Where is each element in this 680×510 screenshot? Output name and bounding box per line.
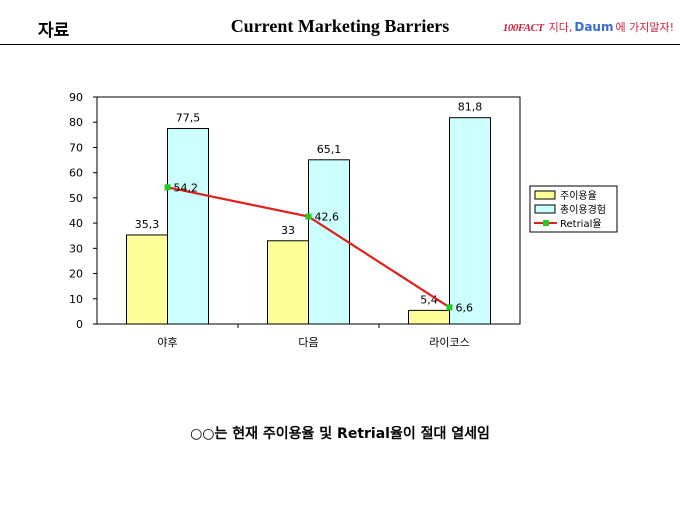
y-tick-label: 30 <box>69 242 83 255</box>
y-tick-label: 0 <box>76 318 83 331</box>
line-marker <box>446 304 453 311</box>
x-tick-label: 야후 <box>157 336 177 349</box>
line-data-label: 42,6 <box>315 211 340 224</box>
legend-swatch <box>534 204 556 214</box>
line-data-label: 54,2 <box>174 181 199 194</box>
slide-header: 자료 Current Marketing Barriers 100FACT 지다… <box>0 0 680 45</box>
legend-label: 주이용율 <box>560 190 597 202</box>
x-tick-label: 다음 <box>298 336 318 349</box>
bar-data-label: 35,3 <box>135 218 160 231</box>
brand-logo-text: 100FACT <box>502 22 544 34</box>
bar-line-chart: 0 10 20 30 40 50 60 70 80 90 야후 다음 라이코스 35,3 77,5 33 65,… <box>69 91 618 349</box>
bar <box>167 128 209 325</box>
legend-label: 총이용경험 <box>560 203 606 216</box>
bar-data-label: 77,5 <box>176 112 201 125</box>
line-marker <box>164 184 171 191</box>
section-label: 자료 <box>38 21 70 41</box>
bar-data-label: 33 <box>281 224 295 237</box>
line-marker <box>305 213 312 220</box>
chart-footnote: ○○는 현재 주이용율 및 Retrial율이 절대 열세임 <box>190 426 490 442</box>
bar <box>308 159 350 325</box>
legend-marker <box>543 220 549 226</box>
line-data-label: 6,6 <box>456 301 474 314</box>
bar <box>449 117 491 325</box>
y-tick-label: 70 <box>69 141 83 154</box>
y-tick-label: 40 <box>69 217 83 230</box>
bar <box>408 309 450 325</box>
bar-data-label: 65,1 <box>317 143 342 156</box>
y-tick-label: 50 <box>69 192 83 205</box>
brand-logo: 100FACT 지다, Daum 에 가지말자! <box>503 19 674 35</box>
bar-data-label: 81,8 <box>458 101 483 114</box>
legend-label: Retrial율 <box>560 218 602 230</box>
brand-slogan-part-1: 지다, <box>548 21 573 34</box>
bar <box>126 234 168 325</box>
legend-swatch <box>534 190 556 200</box>
y-tick-label: 80 <box>69 116 83 129</box>
y-tick-label: 60 <box>69 167 83 180</box>
slide-title: Current Marketing Barriers <box>230 16 450 36</box>
bar <box>267 240 309 325</box>
daum-logo: Daum <box>574 20 614 34</box>
x-tick-label: 라이코스 <box>429 336 469 349</box>
y-tick-label: 10 <box>69 293 83 306</box>
brand-slogan-part-2: 에 가지말자! <box>615 21 674 34</box>
y-tick-label: 90 <box>69 91 83 104</box>
y-tick-label: 20 <box>69 268 83 281</box>
